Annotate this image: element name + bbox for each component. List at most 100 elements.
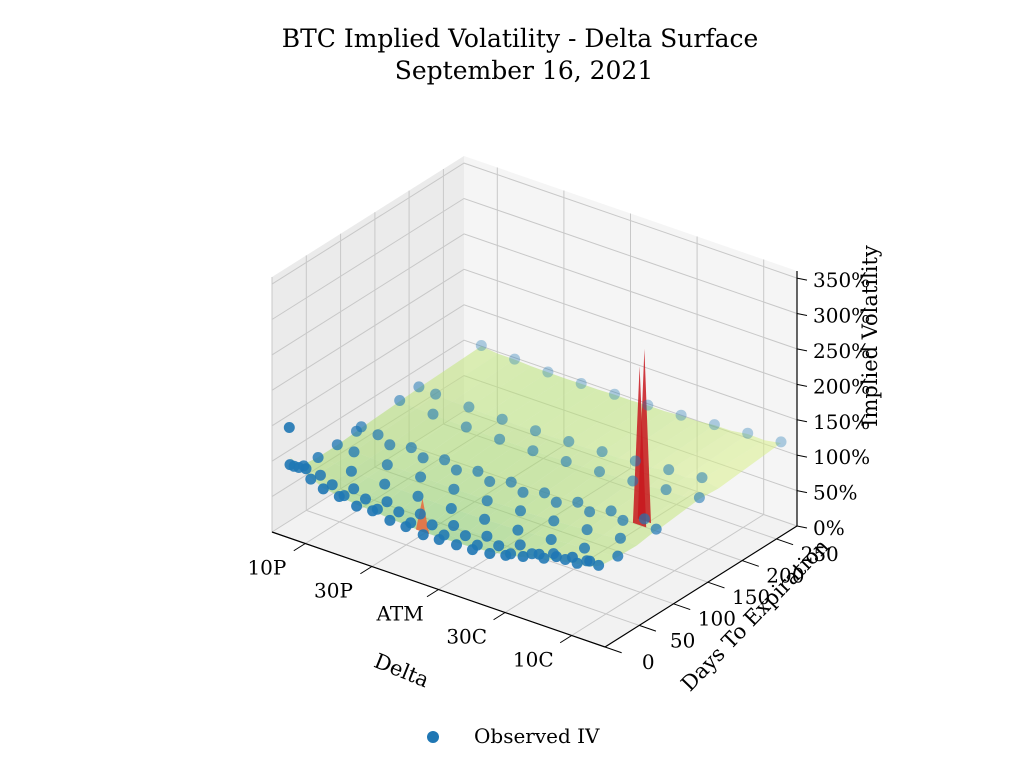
x-tick-label: 10P xyxy=(247,556,286,580)
observed-iv-point xyxy=(708,419,720,431)
observed-iv-point xyxy=(317,483,329,495)
observed-iv-point xyxy=(584,506,596,518)
surface-facet xyxy=(470,481,507,501)
z-gridline xyxy=(271,233,798,356)
z-tick-label: 350% xyxy=(813,268,870,292)
observed-iv-point xyxy=(394,395,406,406)
observed-iv-point xyxy=(384,439,396,451)
observed-iv-point xyxy=(312,452,324,463)
observed-iv-point xyxy=(642,399,654,411)
surface-facet xyxy=(370,444,407,465)
observed-iv-point xyxy=(475,340,487,351)
y-tick-label: 0 xyxy=(642,650,655,674)
observed-iv-point xyxy=(693,492,705,504)
surface-facet xyxy=(416,394,453,415)
surface-facet xyxy=(387,490,418,508)
x-tick-mark xyxy=(360,566,373,575)
surface-facet xyxy=(433,401,469,421)
surface-facet xyxy=(487,485,523,506)
surface-facet xyxy=(351,457,388,478)
surface-facet xyxy=(652,425,732,471)
surface-facet xyxy=(503,529,535,545)
surface-facet xyxy=(516,431,553,451)
z-tick-label: 200% xyxy=(813,374,870,398)
surface-facet xyxy=(435,353,515,402)
observed-iv-point xyxy=(414,508,426,520)
observed-iv-point xyxy=(675,409,687,421)
observed-iv-point xyxy=(479,513,491,525)
y-tick-label: 50 xyxy=(670,628,695,652)
z-tick-mark xyxy=(796,313,808,316)
surface-facet xyxy=(434,488,471,509)
observed-iv-point xyxy=(548,515,560,527)
y-tick-mark xyxy=(673,603,691,611)
surface-facet xyxy=(566,447,603,467)
observed-iv-point xyxy=(430,388,442,400)
observed-iv-point xyxy=(450,464,462,476)
surface-facet xyxy=(511,456,567,489)
observed-iv-point xyxy=(559,554,571,565)
observed-iv-point xyxy=(609,388,620,400)
surface-facet xyxy=(682,479,719,499)
surface-facet xyxy=(668,430,748,478)
surface-facet xyxy=(444,433,500,467)
surface-facet xyxy=(549,441,586,462)
observed-iv-point xyxy=(393,506,405,518)
observed-iv-point xyxy=(472,465,484,477)
surface-facet xyxy=(523,488,545,497)
observed-iv-point xyxy=(581,524,593,536)
observed-iv-point xyxy=(530,425,541,437)
surface-facet xyxy=(465,530,487,540)
surface-facet xyxy=(570,511,607,530)
surface-facet xyxy=(486,524,518,541)
observed-iv-point xyxy=(417,529,429,541)
surface-facet xyxy=(420,502,452,520)
x-axis-label: Delta xyxy=(371,649,433,693)
observed-iv-point xyxy=(526,548,538,560)
observed-iv-point xyxy=(612,550,624,562)
observed-iv-point xyxy=(412,490,424,502)
observed-iv-point xyxy=(360,493,371,505)
surface-facet xyxy=(384,470,421,490)
z-gridline xyxy=(271,268,798,391)
observed-iv-point xyxy=(539,487,550,499)
surface-facet xyxy=(453,513,485,531)
surface-facet xyxy=(520,496,557,516)
observed-iv-point xyxy=(338,490,350,502)
observed-iv-point xyxy=(348,446,360,458)
surface-facet xyxy=(477,444,533,478)
x-tick-label: ATM xyxy=(376,602,424,626)
z-tick-label: 300% xyxy=(813,304,870,328)
iv-spike xyxy=(632,366,647,528)
surface-facet xyxy=(387,450,424,471)
surface-facet xyxy=(320,463,352,480)
surface-facet xyxy=(418,482,454,503)
surface-facet xyxy=(499,425,536,445)
z-gridline xyxy=(271,304,798,427)
observed-iv-point xyxy=(494,433,506,445)
legend-marker xyxy=(427,731,439,743)
surface-facet xyxy=(532,437,569,456)
observed-iv-point xyxy=(505,476,517,488)
z-axis-label: Implied Volatility xyxy=(858,245,882,427)
observed-iv-point xyxy=(438,529,450,541)
surface-facet xyxy=(420,463,457,483)
observed-iv-point xyxy=(560,456,572,467)
surface-facet xyxy=(394,414,450,448)
observed-iv-point xyxy=(660,484,672,496)
surface-facet xyxy=(599,458,636,477)
z-tick-mark xyxy=(796,454,808,458)
surface-facet xyxy=(466,414,503,434)
surface-facet xyxy=(494,450,550,483)
surface-facet xyxy=(649,470,686,491)
surface-facet xyxy=(449,407,486,428)
observed-iv-point xyxy=(505,548,517,560)
observed-iv-point xyxy=(614,532,626,544)
surface-facet xyxy=(403,496,435,514)
observed-iv-point xyxy=(413,381,425,393)
surface-facet xyxy=(456,466,478,475)
observed-iv-point xyxy=(381,496,393,508)
y-tick-label: 200 xyxy=(766,564,804,588)
surface-facet xyxy=(501,510,538,530)
x-tick-label: 10C xyxy=(513,648,554,672)
